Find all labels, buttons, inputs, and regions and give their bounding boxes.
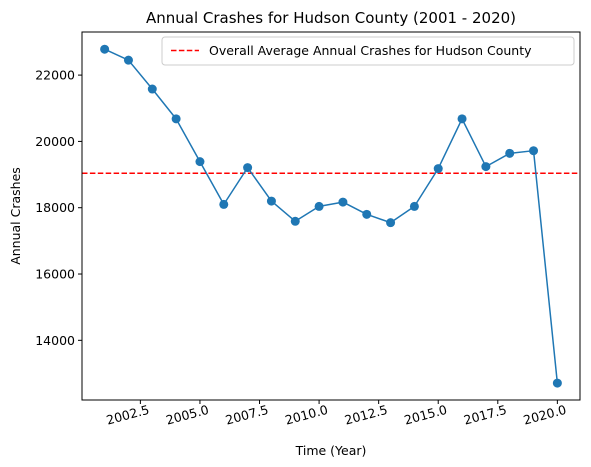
data-point [171,114,181,124]
chart-title: Annual Crashes for Hudson County (2001 -… [146,9,516,27]
data-point [100,44,110,54]
plot-frame [81,31,581,401]
x-axis-ticks: 2002.5 2005.0 2007.5 2010.0 2012.5 2015.0 2017… [105,400,568,428]
x-tick-label: 2007.5 [224,402,270,428]
x-tick-label: 2020.0 [522,402,568,428]
series-line [104,48,559,384]
data-point [147,84,157,94]
data-point [290,216,300,226]
x-tick-label: 2012.5 [343,402,389,428]
x-axis-title: Time (Year) [295,443,367,458]
x-tick-label: 2017.5 [462,402,508,428]
legend: Overall Average Annual Crashes for Hudso… [161,36,575,66]
data-point [123,55,133,65]
data-point [219,199,229,209]
data-point [433,164,443,174]
y-tick-label: 16000 [35,267,75,282]
data-point [529,146,539,156]
y-tick-label: 14000 [35,333,75,348]
data-point [552,378,562,388]
data-point [409,201,419,211]
data-point [243,163,253,173]
legend-entry-average: Overall Average Annual Crashes for Hudso… [209,43,532,58]
x-tick-label: 2005.0 [164,402,210,428]
data-point [457,114,467,124]
legend-box [161,36,575,66]
y-axis-ticks: 14000 16000 18000 20000 22000 [35,68,82,348]
x-tick-label: 2002.5 [105,402,151,428]
data-point [505,148,515,158]
data-point [338,197,348,207]
y-tick-label: 20000 [35,134,75,149]
x-tick-label: 2010.0 [283,402,329,428]
data-point [314,201,324,211]
y-axis-title: Annual Crashes [8,167,23,265]
y-tick-label: 18000 [35,200,75,215]
plot-area [82,44,580,388]
data-point [362,209,372,219]
data-point [195,157,205,167]
data-point [266,196,276,206]
y-tick-label: 22000 [35,68,75,83]
data-point [386,218,396,228]
data-point [481,162,491,172]
x-tick-label: 2015.0 [403,402,449,428]
